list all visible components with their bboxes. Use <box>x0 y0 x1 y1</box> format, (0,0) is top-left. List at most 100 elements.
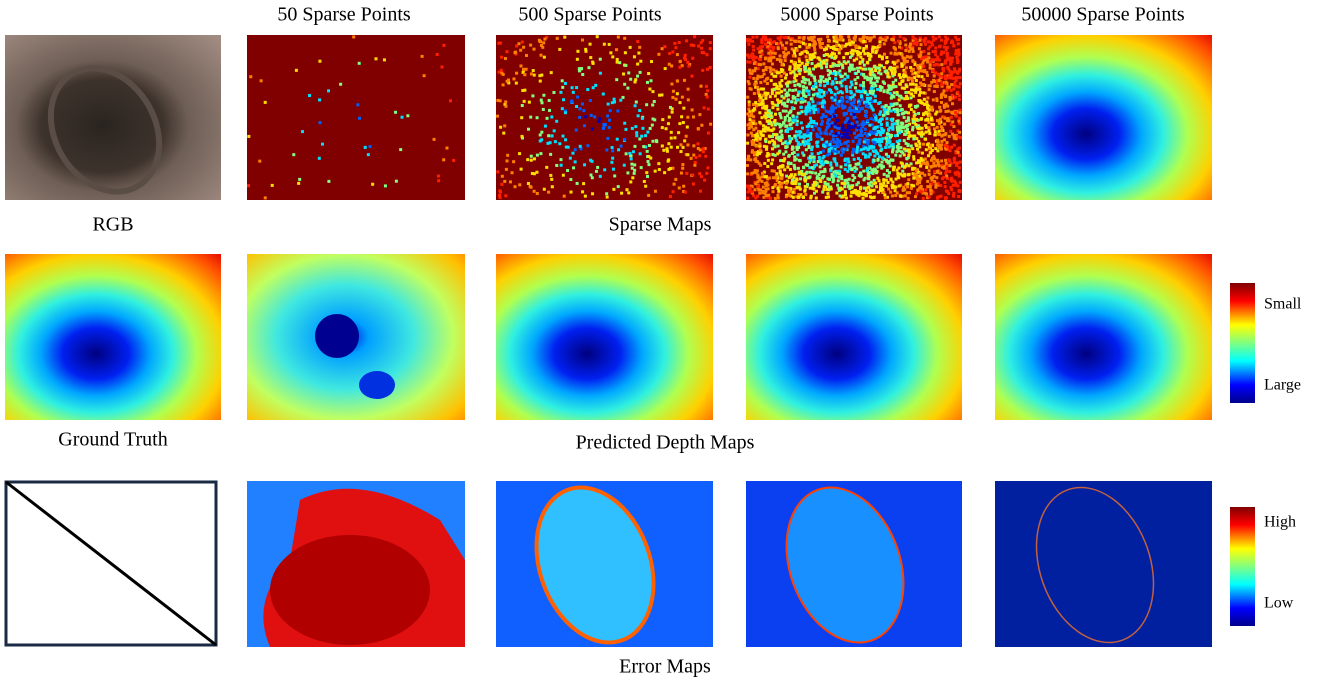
sparse-point <box>877 71 880 74</box>
sparse-point <box>647 160 650 163</box>
sparse-point <box>542 94 545 97</box>
sparse-point <box>804 185 807 188</box>
sparse-point <box>931 123 934 126</box>
sparse-point <box>611 157 614 160</box>
sparse-point <box>934 130 937 133</box>
sparse-point <box>945 141 948 144</box>
sparse-point <box>796 153 799 156</box>
sparse-point <box>821 191 824 194</box>
sparse-point <box>773 83 776 86</box>
sparse-point <box>667 160 670 163</box>
sparse-point <box>505 50 508 53</box>
sparse-point <box>843 113 846 116</box>
sparse-point <box>583 163 586 166</box>
sparse-point <box>746 185 749 188</box>
sparse-point <box>956 148 959 151</box>
sparse-point <box>905 120 908 123</box>
sparse-point <box>885 153 888 156</box>
sparse-point <box>836 172 839 175</box>
sparse-point <box>512 160 515 163</box>
sparse-point <box>631 176 634 179</box>
sparse-point <box>575 105 578 108</box>
sparse-point <box>922 50 925 53</box>
sparse-point <box>661 47 664 50</box>
sparse-point <box>877 77 880 80</box>
sparse-point <box>914 123 917 126</box>
sparse-point <box>845 88 848 91</box>
sparse-point <box>806 63 809 66</box>
depth-blob <box>315 314 359 358</box>
sparse-point <box>709 41 712 44</box>
sparse-point <box>631 127 634 130</box>
sparse-point <box>853 49 856 52</box>
sparse-point <box>589 43 592 46</box>
sparse-point <box>671 96 674 99</box>
sparse-point <box>906 55 909 58</box>
sparse-point <box>547 134 550 137</box>
sparse-point <box>883 53 886 56</box>
sparse-point <box>908 135 911 138</box>
sparse-point <box>771 92 774 95</box>
sparse-point <box>647 163 650 166</box>
sparse-point <box>943 89 946 92</box>
sparse-point <box>776 71 779 74</box>
sparse-point <box>924 43 927 46</box>
sparse-point <box>823 185 826 188</box>
sparse-point <box>887 129 890 132</box>
sparse-point <box>519 64 522 67</box>
sparse-point <box>927 154 930 157</box>
sparse-point <box>934 113 937 116</box>
sparse-point <box>862 152 865 155</box>
sparse-point <box>817 102 820 105</box>
sparse-point <box>946 145 949 148</box>
sparse-point <box>634 125 637 128</box>
sparse-point <box>753 69 756 72</box>
sparse-point <box>786 85 789 88</box>
sparse-point <box>791 191 794 194</box>
sparse-point <box>709 123 712 126</box>
sparse-point <box>746 133 749 136</box>
sparse-point <box>870 181 873 184</box>
sparse-point <box>764 107 767 110</box>
sparse-point <box>820 116 823 119</box>
sparse-point <box>922 143 925 146</box>
sparse-point <box>798 83 801 86</box>
sparse-point <box>761 41 764 44</box>
sparse-point <box>584 115 587 118</box>
sparse-point <box>804 140 807 143</box>
sparse-point <box>954 52 957 55</box>
sparse-point <box>820 123 823 126</box>
sparse-point <box>954 76 957 79</box>
sparse-point <box>873 179 876 182</box>
sparse-point <box>433 138 436 141</box>
sparse-point <box>802 38 805 41</box>
sparse-point <box>703 179 706 182</box>
sparse-point <box>920 133 923 136</box>
sparse-point <box>904 111 907 114</box>
sparse-point <box>847 157 850 160</box>
sparse-point <box>625 188 628 191</box>
sparse-point <box>671 111 674 114</box>
sparse-point <box>938 79 941 82</box>
sparse-point <box>849 131 852 134</box>
sparse-point <box>899 104 902 107</box>
sparse-point <box>887 106 890 109</box>
sparse-point <box>807 90 810 93</box>
sparse-point <box>924 158 927 161</box>
sparse-point <box>645 103 648 106</box>
sparse-point <box>644 185 647 188</box>
colorbar-label: Small <box>1264 296 1302 313</box>
sparse-point <box>769 95 772 98</box>
sparse-point <box>840 175 843 178</box>
sparse-point <box>746 112 749 115</box>
sparse-point <box>749 54 752 57</box>
colorbar-label: Large <box>1264 377 1301 394</box>
sparse-point <box>955 164 958 167</box>
sparse-point <box>523 73 526 76</box>
sparse-point <box>531 94 534 97</box>
sparse-point <box>844 73 847 76</box>
sparse-point <box>622 72 625 75</box>
sparse-point <box>452 159 455 162</box>
sparse-point <box>609 109 612 112</box>
sparse-point <box>817 152 820 155</box>
